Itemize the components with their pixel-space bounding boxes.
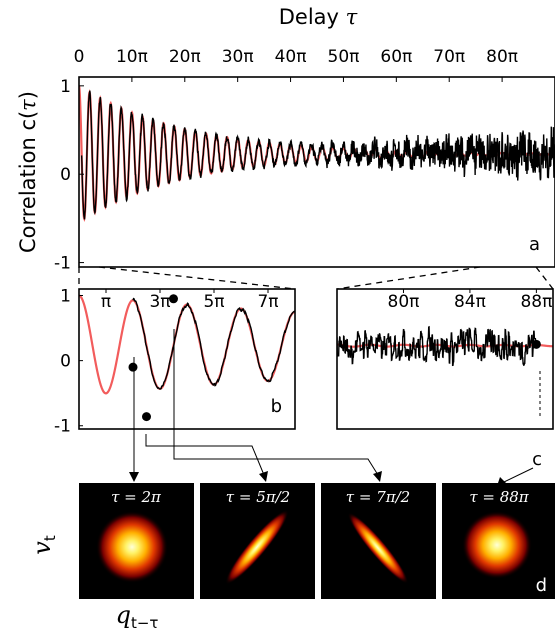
panel-c-letter: c bbox=[532, 449, 542, 470]
zoom-line-c-right bbox=[535, 266, 554, 290]
heatmap-label-7pi2: τ = 7π/2 bbox=[346, 488, 410, 506]
y-tick-label: -1 bbox=[54, 254, 71, 274]
arrow-5pi2 bbox=[145, 434, 265, 476]
x-axis-title: Delay τ bbox=[279, 5, 358, 29]
heatmap-y-label-main: v bbox=[28, 541, 56, 555]
x-tick-label: 70π bbox=[433, 47, 465, 67]
panel-b-frame bbox=[78, 288, 296, 430]
heatmap-blob-88pi bbox=[462, 511, 532, 579]
panel-a-frame bbox=[78, 76, 555, 268]
x-tick-label: 80π bbox=[388, 292, 420, 312]
panel-a: 0 10π 20π 30π 40π 50π 60π 70π 80π-101 a bbox=[54, 47, 555, 274]
x-tick-label: 30π bbox=[222, 47, 254, 67]
x-tick-label: π bbox=[101, 292, 111, 312]
heatmap-label-5pi2: τ = 5π/2 bbox=[226, 488, 290, 506]
series-measured-line bbox=[80, 90, 555, 220]
panel-c-frame bbox=[336, 288, 554, 430]
panel-d: τ = 2π τ = 5π/2 τ = 7π/2 τ = 88π d vt qt… bbox=[28, 483, 555, 632]
heatmap-blob-5pi2 bbox=[225, 509, 289, 585]
arrow-7pi2 bbox=[173, 329, 379, 476]
heatmap-label-88pi: τ = 88π bbox=[469, 488, 529, 506]
zoom-line-c-left bbox=[336, 266, 481, 290]
y-tick-label: 0 bbox=[60, 352, 71, 372]
panel-a-letter: a bbox=[529, 234, 540, 255]
heatmap-blob-7pi2 bbox=[347, 512, 409, 584]
marker-point bbox=[531, 339, 541, 349]
marker-point bbox=[128, 362, 138, 372]
x-tick-label: 84π bbox=[454, 292, 486, 312]
arrowhead-5pi2 bbox=[259, 471, 268, 482]
connector-arrows bbox=[133, 329, 541, 484]
heatmap-y-label: vt bbox=[28, 535, 59, 555]
x-axis-title-tau: τ bbox=[346, 5, 358, 29]
heatmap-label-2pi: τ = 2π bbox=[111, 488, 162, 506]
x-tick-label: 60π bbox=[380, 47, 412, 67]
x-tick-label: 20π bbox=[169, 47, 201, 67]
zoom-measured-line bbox=[132, 297, 295, 390]
x-axis-title-text: Delay bbox=[279, 5, 346, 29]
y-tick-label: -1 bbox=[54, 417, 71, 437]
y-axis-title-text: Correlation c( bbox=[16, 111, 40, 253]
heatmap-blob-2pi bbox=[96, 511, 168, 583]
x-tick-label: 7π bbox=[257, 292, 278, 312]
arrowhead-7pi2 bbox=[373, 471, 382, 482]
heatmap-x-label-main: q bbox=[116, 601, 131, 629]
panel-b: π 3π 5π 7π -1 0 1 b bbox=[54, 287, 296, 437]
zoom-line-b-right bbox=[98, 266, 296, 290]
x-tick-label: 40π bbox=[275, 47, 307, 67]
heatmap-x-label-sub: t−τ bbox=[131, 614, 158, 632]
y-axis-title: Correlation c(τ) bbox=[16, 91, 40, 253]
x-tick-label: 10π bbox=[116, 47, 148, 67]
panel-c: 80π 84π 88π c bbox=[336, 288, 554, 470]
arrow-88pi-2 bbox=[501, 467, 534, 484]
panel-b-letter: b bbox=[271, 396, 282, 417]
y-tick-label: 0 bbox=[60, 165, 71, 185]
y-axis-title-close: ) bbox=[16, 91, 40, 99]
arrowhead-2pi bbox=[129, 472, 139, 482]
heatmap-x-label: qt−τ bbox=[116, 601, 159, 632]
y-tick-label: 1 bbox=[60, 287, 71, 307]
x-tick-label: 5π bbox=[203, 292, 224, 312]
panel-d-letter: d bbox=[536, 575, 547, 596]
x-tick-label: 50π bbox=[328, 47, 360, 67]
x-tick-label: 80π bbox=[486, 47, 518, 67]
x-tick-label: 88π bbox=[520, 292, 552, 312]
zoom-lines bbox=[78, 266, 554, 290]
x-tick-label: 0 bbox=[74, 47, 85, 67]
x-tick-label: 3π bbox=[149, 292, 170, 312]
y-tick-label: 1 bbox=[60, 77, 71, 97]
tail-measured-line bbox=[337, 325, 538, 367]
y-axis-title-tau: τ bbox=[16, 99, 40, 111]
marker-point bbox=[169, 294, 178, 304]
marker-point bbox=[142, 412, 151, 422]
heatmap-y-label-sub: t bbox=[41, 535, 59, 541]
